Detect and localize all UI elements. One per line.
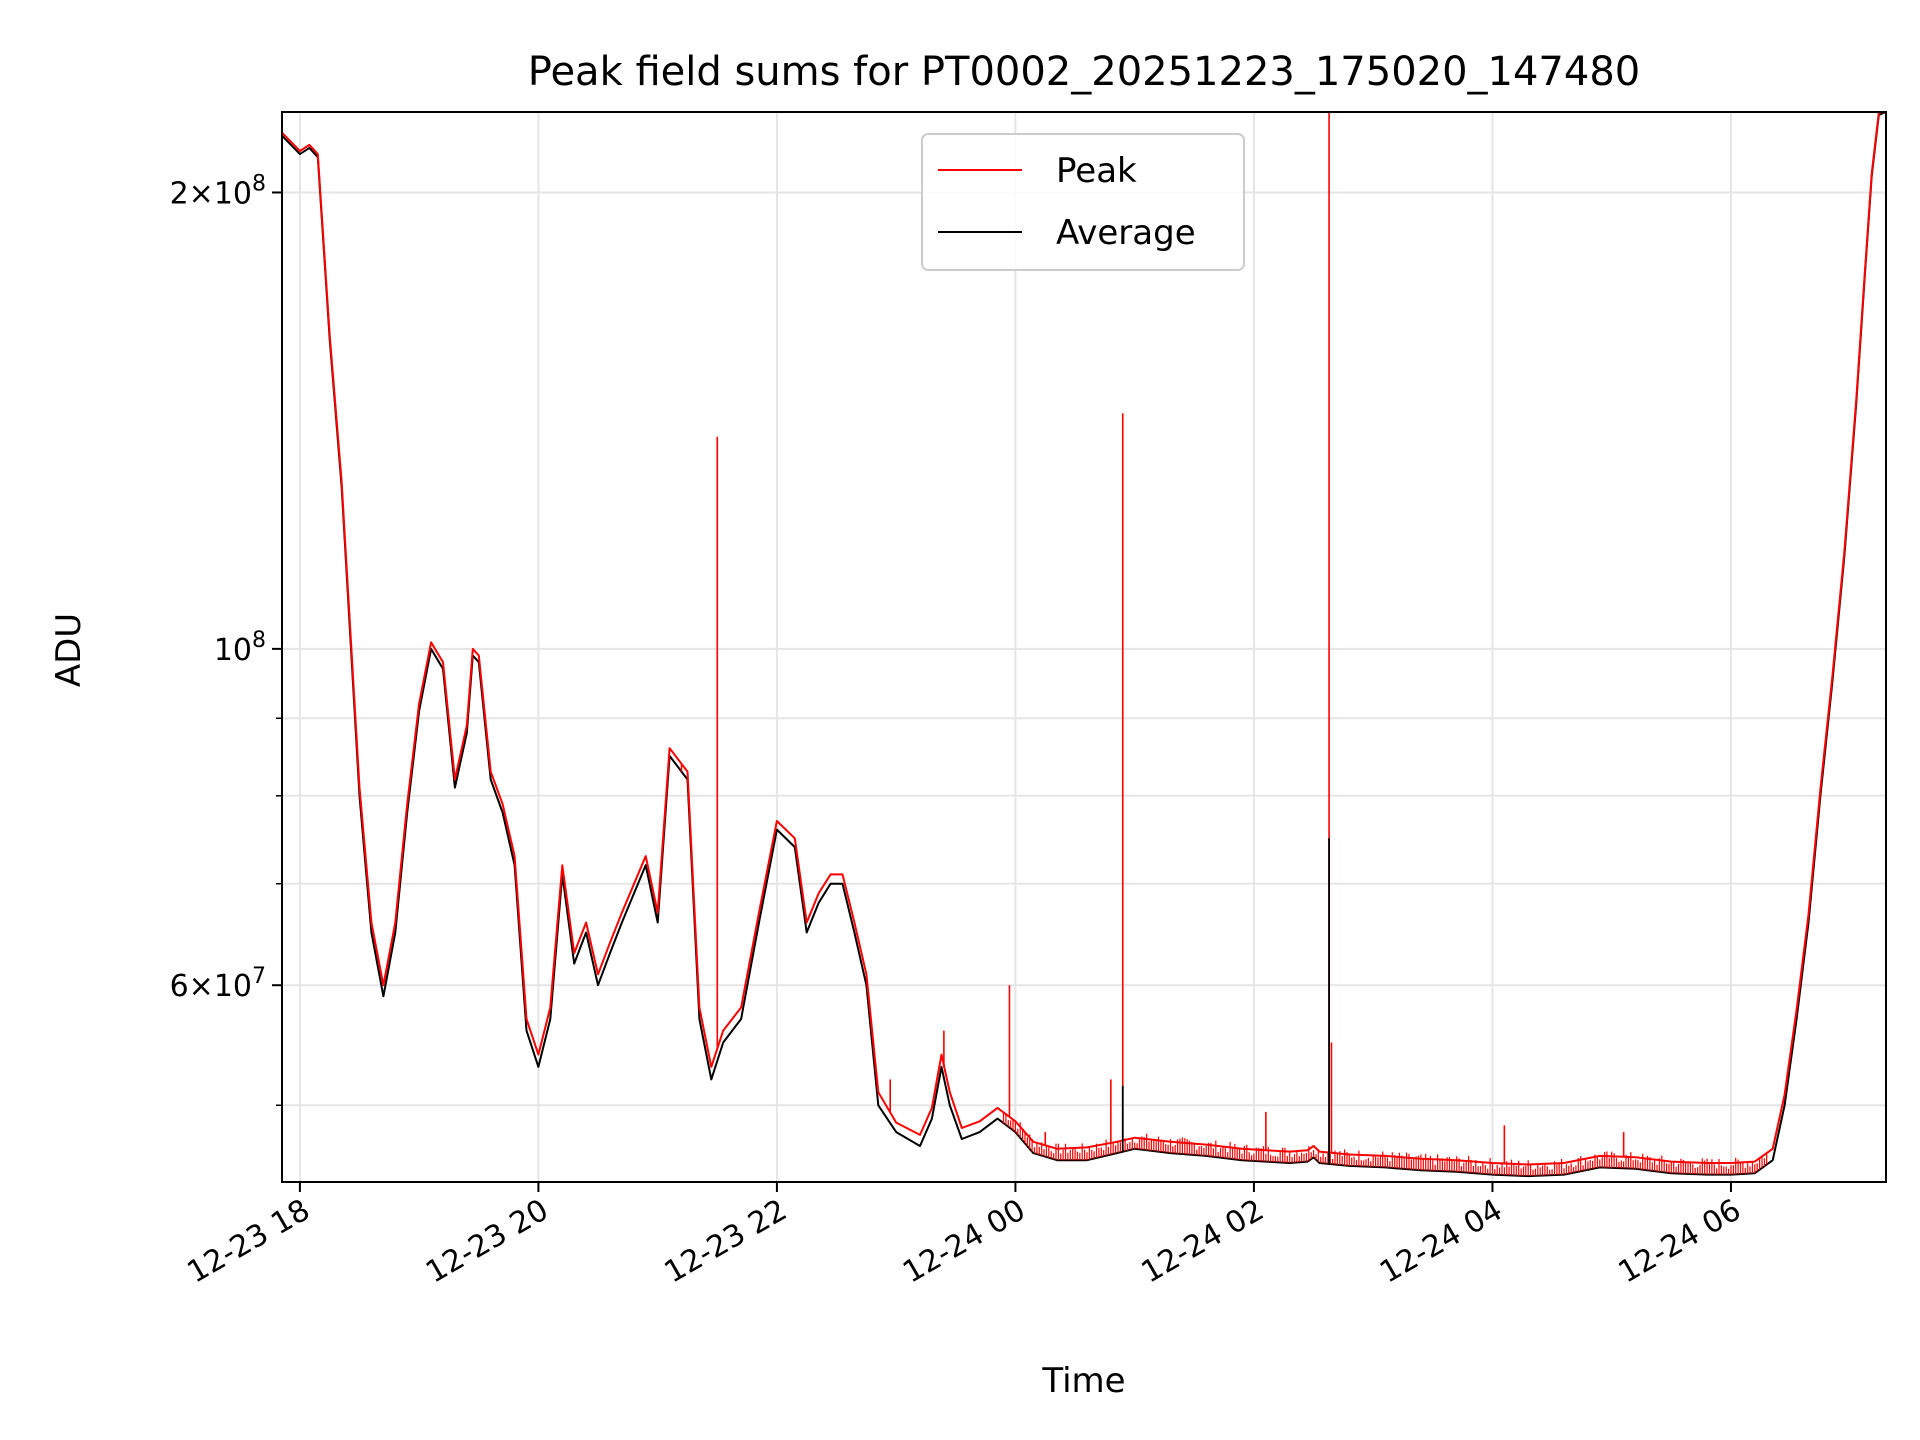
peak-noise-band — [1002, 1112, 1768, 1177]
y-tick-label: 2×108 — [170, 171, 266, 211]
chart-title: Peak field sums for PT0002_20251223_1750… — [528, 49, 1640, 95]
x-axis-label: Time — [1041, 1361, 1125, 1401]
y-axis-ticks: 6×107 108 2×108 — [170, 171, 282, 1107]
legend-box — [921, 133, 1245, 271]
y-tick-label: 6×107 — [170, 964, 266, 1004]
legend: Peak Average — [921, 133, 1245, 271]
spike-marks — [680, 112, 1768, 1177]
y-axis-label: ADU — [49, 613, 89, 687]
legend-average-label: Average — [1056, 213, 1196, 253]
plot-frame — [281, 111, 1887, 1183]
y-tick-label: 108 — [214, 628, 266, 668]
legend-peak-label: Peak — [1056, 151, 1137, 191]
